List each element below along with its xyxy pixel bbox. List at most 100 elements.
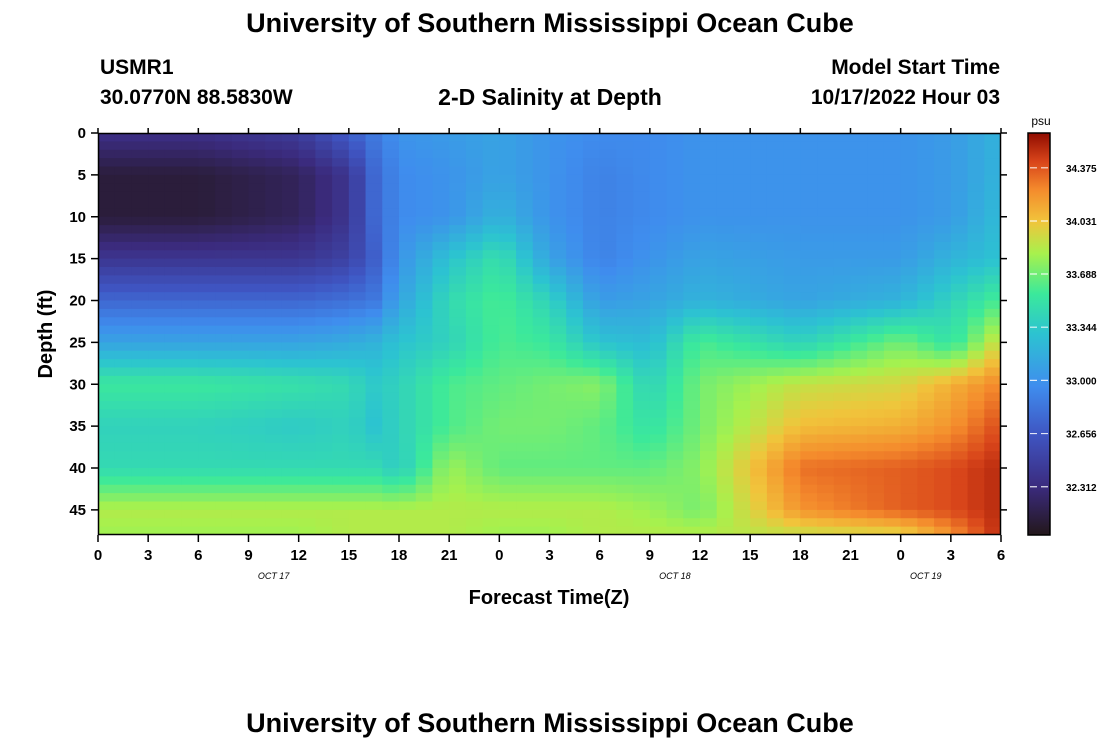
heatmap-cell xyxy=(833,509,852,519)
heatmap-cell xyxy=(566,308,584,318)
heatmap-cell xyxy=(98,166,116,176)
heatmap-cell xyxy=(549,359,567,369)
heatmap-cell xyxy=(883,233,902,243)
heatmap-cell xyxy=(800,484,818,494)
heatmap-cell xyxy=(599,476,617,486)
heatmap-cell xyxy=(499,275,517,285)
heatmap-cell xyxy=(298,468,316,477)
heatmap-cell xyxy=(716,325,735,335)
heatmap-cell xyxy=(365,401,383,410)
heatmap-cell xyxy=(683,442,701,452)
heatmap-cell xyxy=(867,476,885,486)
heatmap-cell xyxy=(399,493,417,503)
heatmap-cell xyxy=(465,392,484,402)
heatmap-cell xyxy=(148,476,166,486)
heatmap-cell xyxy=(917,325,935,335)
heatmap-cell xyxy=(616,267,634,276)
heatmap-cell xyxy=(883,501,902,511)
heatmap-cell xyxy=(465,133,484,142)
heatmap-cell xyxy=(950,518,969,528)
heatmap-cell xyxy=(616,468,634,477)
heatmap-cell xyxy=(399,359,417,369)
heatmap-cell xyxy=(315,275,333,285)
heatmap-cell xyxy=(633,300,651,310)
heatmap-cell xyxy=(348,233,367,243)
heatmap-cell xyxy=(332,133,350,142)
heatmap-cell xyxy=(432,292,450,302)
heatmap-cell xyxy=(800,493,818,503)
heatmap-cell xyxy=(131,334,149,343)
heatmap-cell xyxy=(248,325,266,335)
heatmap-cell xyxy=(248,158,266,168)
heatmap-cell xyxy=(499,442,517,452)
heatmap-cell xyxy=(883,392,902,402)
heatmap-cell xyxy=(348,133,367,142)
heatmap-cell xyxy=(850,434,868,444)
heatmap-cell xyxy=(817,166,835,176)
heatmap-cell xyxy=(231,459,250,469)
heatmap-cell xyxy=(482,308,500,318)
heatmap-cell xyxy=(783,417,801,427)
heatmap-cell xyxy=(415,342,434,352)
heatmap-cell xyxy=(900,158,918,168)
heatmap-cell xyxy=(582,426,601,436)
heatmap-cell xyxy=(332,275,350,285)
heatmap-cell xyxy=(499,183,517,193)
heatmap-cell xyxy=(532,459,551,469)
heatmap-cell xyxy=(649,133,668,142)
heatmap-cell xyxy=(967,493,985,503)
heatmap-cell xyxy=(700,518,718,528)
heatmap-cell xyxy=(549,484,567,494)
heatmap-cell xyxy=(984,308,1001,318)
heatmap-cell xyxy=(482,442,500,452)
heatmap-cell xyxy=(649,392,668,402)
heatmap-cell xyxy=(465,275,484,285)
heatmap-cell xyxy=(164,208,183,218)
heatmap-cell xyxy=(415,300,434,310)
heatmap-cell xyxy=(800,200,818,209)
heatmap-cell xyxy=(198,233,216,243)
heatmap-cell xyxy=(700,283,718,293)
heatmap-cell xyxy=(432,267,450,276)
heatmap-cell xyxy=(399,442,417,452)
heatmap-cell xyxy=(148,350,166,360)
heatmap-cell xyxy=(516,183,534,193)
heatmap-cell xyxy=(766,442,785,452)
heatmap-cell xyxy=(716,191,735,201)
heatmap-cell xyxy=(833,417,852,427)
heatmap-cell xyxy=(716,350,735,360)
heatmap-cell xyxy=(298,426,316,436)
y-tick-label: 25 xyxy=(69,334,86,351)
heatmap-cell xyxy=(181,225,199,235)
heatmap-cell xyxy=(649,166,668,176)
heatmap-cell xyxy=(783,208,801,218)
heatmap-cell xyxy=(783,442,801,452)
heatmap-cell xyxy=(499,191,517,201)
heatmap-cell xyxy=(599,384,617,394)
heatmap-cell xyxy=(683,509,701,519)
heatmap-cell xyxy=(449,292,467,302)
heatmap-cell xyxy=(833,426,852,436)
heatmap-cell xyxy=(783,300,801,310)
heatmap-cell xyxy=(164,174,183,184)
heatmap-cell xyxy=(733,401,751,410)
heatmap-cell xyxy=(281,509,300,519)
heatmap-cell xyxy=(382,476,400,486)
heatmap-cell xyxy=(181,493,199,503)
heatmap-cell xyxy=(700,526,718,535)
heatmap-cell xyxy=(415,367,434,377)
heatmap-cell xyxy=(148,442,166,452)
heatmap-cell xyxy=(516,384,534,394)
heatmap-cell xyxy=(315,384,333,394)
heatmap-cell xyxy=(465,350,484,360)
heatmap-cell xyxy=(582,158,601,168)
heatmap-cell xyxy=(298,451,316,461)
heatmap-cell xyxy=(215,417,233,427)
heatmap-cell xyxy=(265,166,283,176)
heatmap-cell xyxy=(148,216,166,226)
heatmap-cell xyxy=(382,451,400,461)
heatmap-cell xyxy=(482,158,500,168)
heatmap-cell xyxy=(215,241,233,251)
heatmap-cell xyxy=(215,158,233,168)
heatmap-cell xyxy=(148,375,166,385)
